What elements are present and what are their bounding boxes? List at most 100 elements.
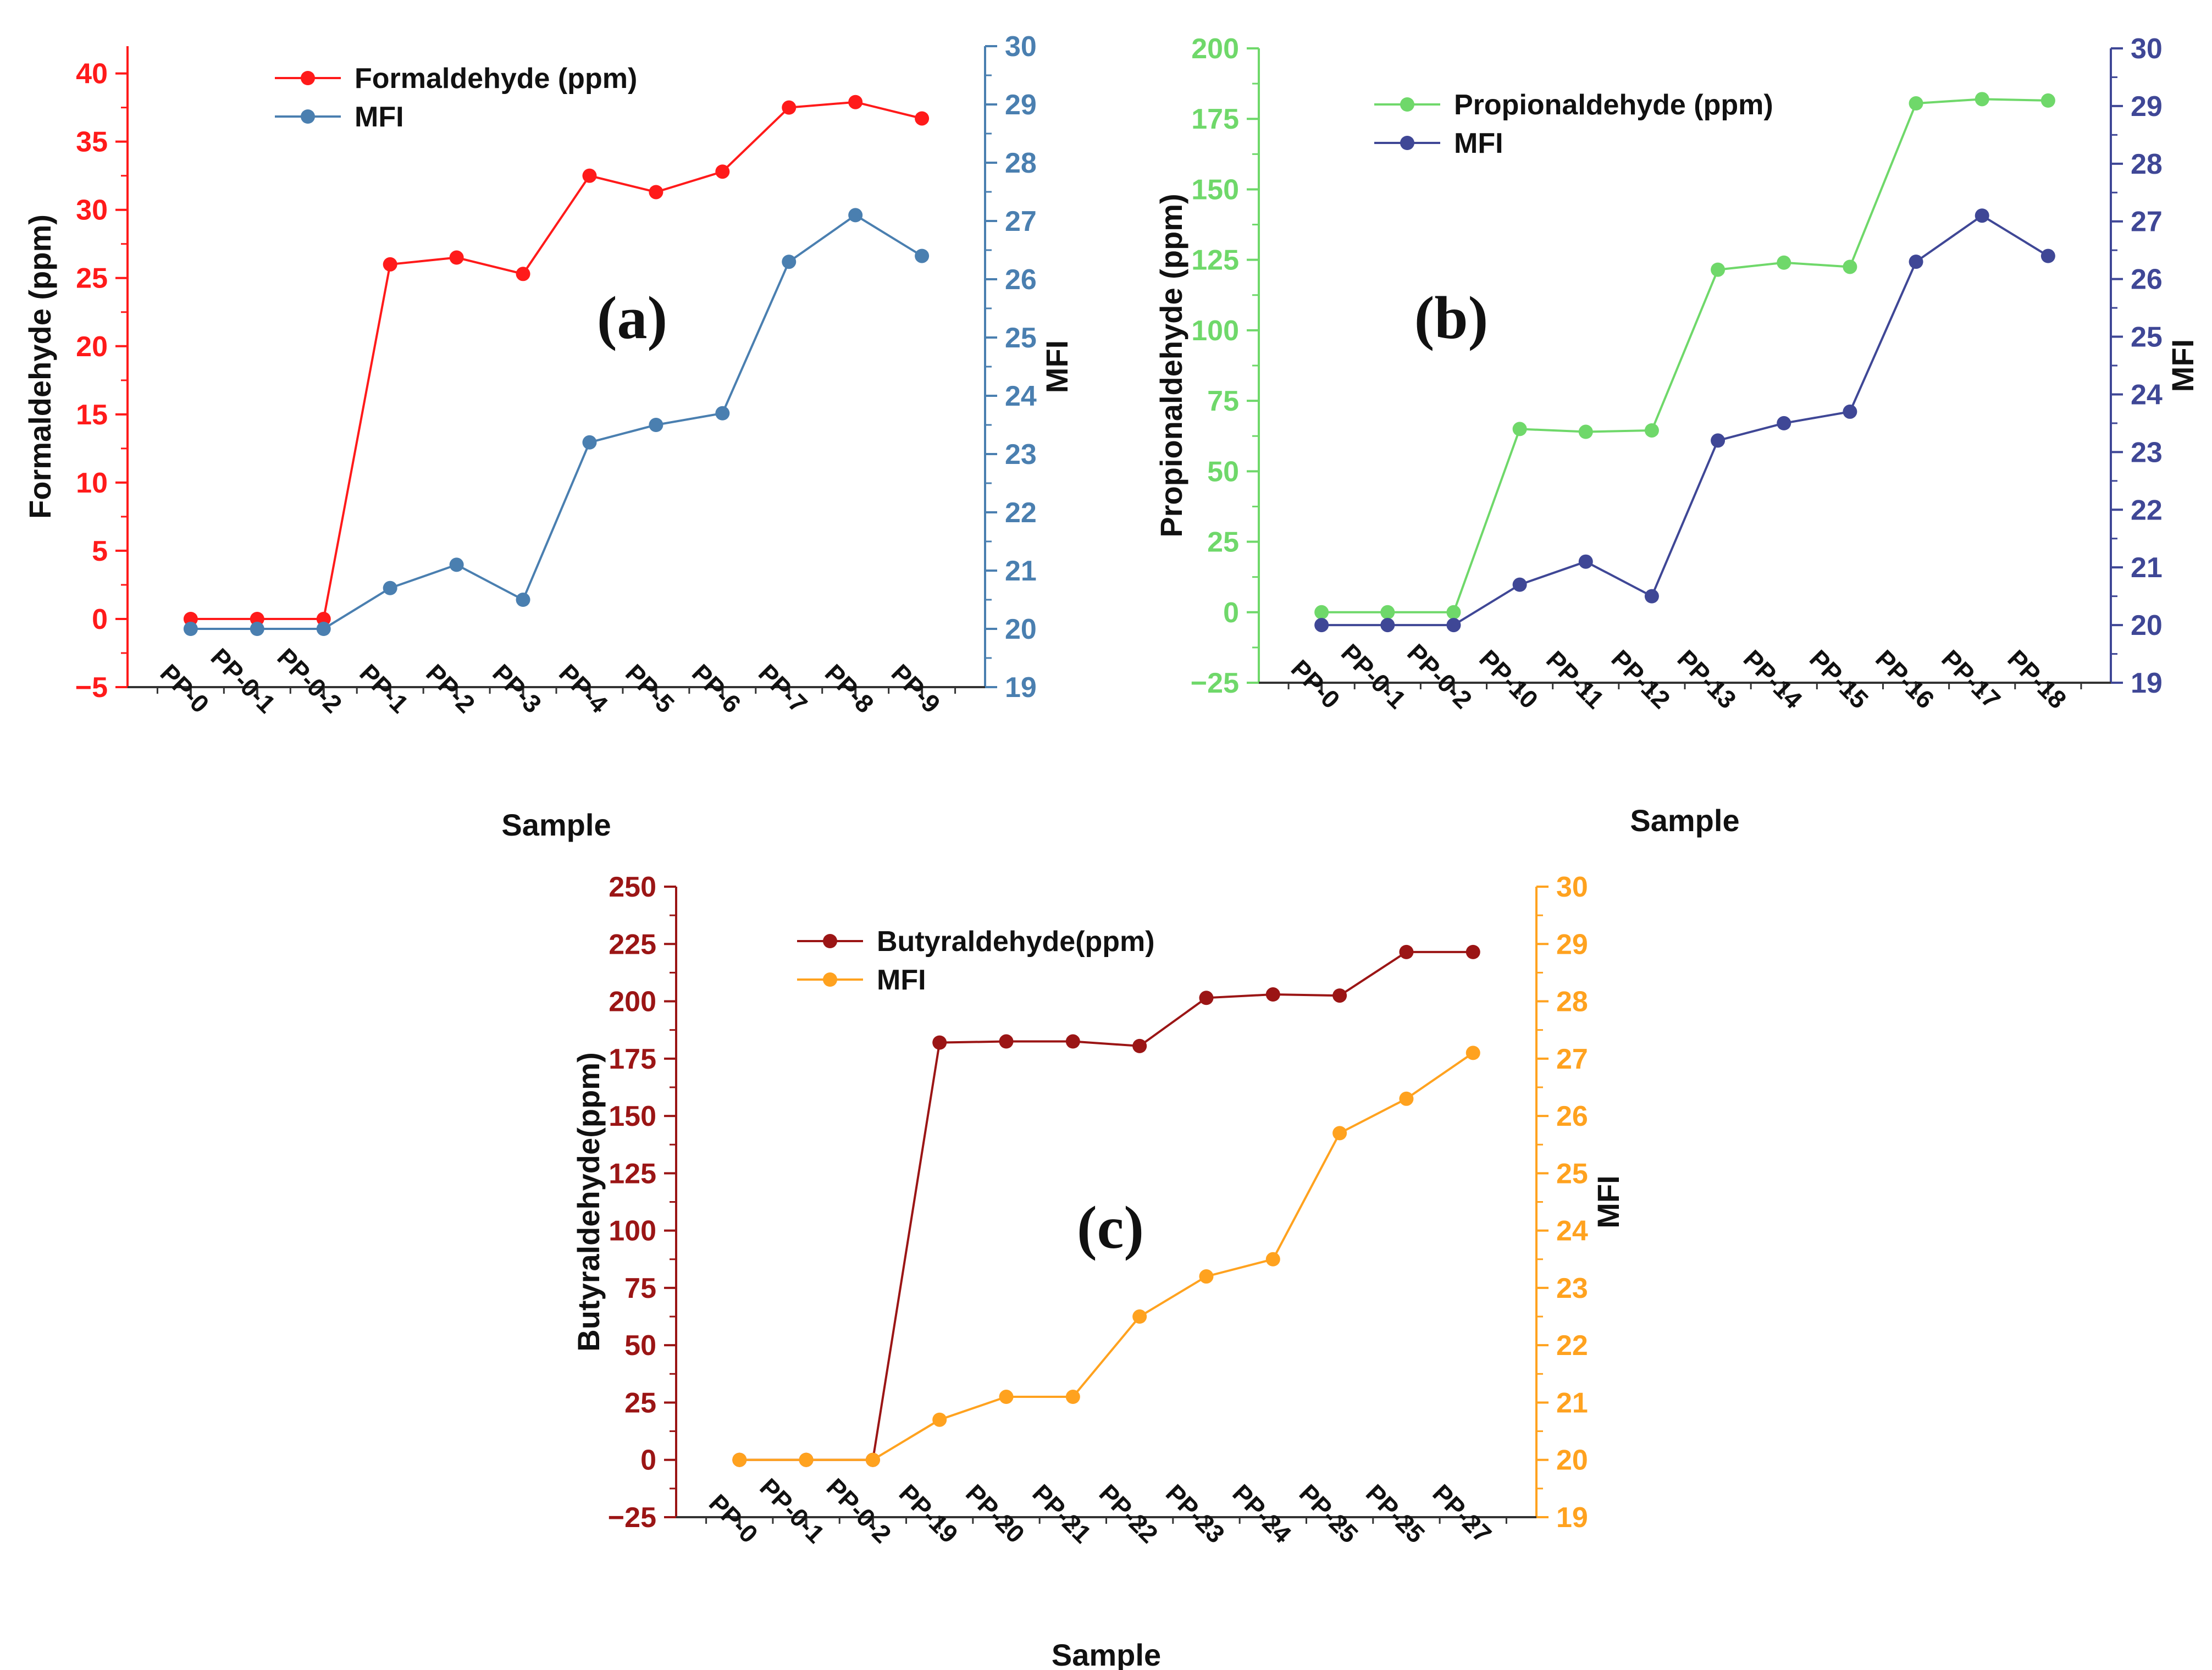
series-0-point [782, 100, 797, 115]
series-1-point [1512, 577, 1527, 592]
series-0-point [1578, 424, 1593, 439]
series-0-line [190, 101, 922, 620]
series-0-point [1975, 92, 1989, 107]
left-tick-label: 125 [609, 1158, 656, 1190]
left-tick-label: 20 [76, 331, 108, 363]
right-tick-label: 24 [2131, 379, 2163, 411]
right-tick-label: 19 [1556, 1502, 1588, 1534]
left-tick-label: 35 [76, 126, 108, 158]
panel-c-legend-mfi: MFI [877, 964, 926, 996]
x-tick-label: PP-17 [1936, 644, 2006, 714]
panel-b-ylabel: Propionaldehyde (ppm) [1154, 193, 1188, 537]
x-tick-label: PP-16 [1870, 644, 1940, 714]
panel-a-ylabel: Formaldehyde (ppm) [23, 214, 57, 519]
series-0-point [649, 185, 663, 200]
series-1-point [999, 1390, 1014, 1404]
left-tick-label: 40 [76, 58, 108, 90]
series-0-point [1332, 988, 1347, 1003]
panel-c-legend-butyraldehyde: Butyraldehyde(ppm) [877, 926, 1155, 958]
series-0-point [1843, 259, 1857, 274]
series-1-point [1777, 416, 1791, 430]
left-tick-label: 50 [624, 1330, 656, 1362]
left-tick-label: 100 [609, 1215, 656, 1247]
right-tick-label: 26 [2131, 264, 2163, 296]
x-tick-label: PP-0-2 [821, 1473, 897, 1549]
series-0-point [250, 611, 264, 626]
x-tick-label: PP-2 [421, 659, 480, 718]
series-0-point [2040, 93, 2055, 108]
series-0-point [1399, 944, 1414, 959]
left-tick-label: 50 [1207, 456, 1239, 488]
x-tick-label: PP-9 [886, 659, 946, 718]
x-tick-label: PP-14 [1738, 644, 1808, 714]
panel-c-chart: Butyraldehyde(ppm) MFI Sample (c) Butyra… [571, 871, 1625, 1670]
right-tick-label: 22 [1005, 497, 1037, 529]
panel-a-xlabel: Sample [501, 808, 611, 842]
series-0-point [715, 164, 730, 179]
left-tick-label: 0 [640, 1445, 656, 1477]
left-tick-label: 0 [92, 604, 108, 635]
panel-c-xlabel: Sample [1052, 1638, 1161, 1670]
right-tick-label: 24 [1005, 380, 1037, 412]
panel-b-y2label: MFI [2165, 339, 2200, 392]
panel-a-legend-formaldehyde: Formaldehyde (ppm) [355, 63, 637, 95]
series-1-point [1265, 1252, 1280, 1267]
panel-c-y2label: MFI [1591, 1175, 1625, 1228]
right-tick-label: 27 [2131, 206, 2163, 238]
series-0-line [1321, 98, 2048, 613]
left-tick-label: 30 [76, 195, 108, 226]
right-tick-label: 21 [2131, 552, 2163, 584]
left-tick-label: 225 [609, 928, 656, 960]
series-1-line [1321, 214, 2049, 627]
series-1-point [1578, 554, 1593, 569]
series-0-point [848, 95, 863, 109]
right-tick-label: 19 [2131, 667, 2163, 699]
series-0-point [183, 611, 198, 626]
x-tick-label: PP-3 [487, 659, 547, 718]
right-tick-label: 30 [1556, 871, 1588, 903]
x-tick-label: PP-12 [1606, 644, 1675, 714]
series-1-point [848, 208, 863, 223]
x-tick-label: PP-8 [820, 659, 880, 718]
x-tick-label: PP-24 [1227, 1479, 1297, 1549]
right-tick-label: 25 [1556, 1158, 1588, 1190]
x-tick-label: PP-0 [704, 1489, 764, 1549]
left-tick-label: 100 [1191, 315, 1239, 347]
right-tick-label: 28 [1556, 986, 1588, 1018]
series-1-point [1314, 618, 1329, 633]
series-0-point [449, 250, 464, 265]
series-1-point [1466, 1046, 1480, 1060]
panel-a-y2label: MFI [1039, 340, 1074, 393]
series-1-point [1399, 1091, 1414, 1106]
x-tick-label: PP-7 [753, 659, 813, 718]
series-0-point [1446, 605, 1461, 620]
right-tick-label: 28 [2131, 148, 2163, 180]
series-0-point [1265, 987, 1280, 1002]
x-tick-label: PP-27 [1427, 1479, 1497, 1549]
legend-1-swatch-marker [1400, 136, 1414, 150]
panel-c-label: (c) [1077, 1194, 1144, 1261]
right-tick-label: 20 [1005, 613, 1037, 645]
legend-1-swatch-marker [301, 109, 315, 124]
left-tick-label: 5 [92, 535, 108, 567]
x-tick-label: PP-11 [1541, 645, 1610, 714]
x-tick-label: PP-22 [1094, 1479, 1164, 1549]
right-tick-label: 25 [2131, 322, 2163, 353]
x-tick-label: PP-10 [1474, 644, 1544, 714]
x-tick-label: PP-25 [1361, 1479, 1430, 1549]
series-1-point [649, 418, 663, 432]
panel-c-ylabel: Butyraldehyde(ppm) [571, 1052, 606, 1352]
series-0-point [1909, 96, 1923, 111]
legend-0-swatch-marker [1400, 97, 1414, 112]
series-0-point [1466, 944, 1480, 959]
x-tick-label: PP-15 [1804, 644, 1874, 714]
x-tick-label: PP-0-1 [206, 643, 281, 718]
series-1-point [183, 622, 198, 636]
series-1-point [1380, 618, 1395, 633]
x-tick-label: PP-0 [154, 659, 214, 718]
x-tick-label: PP-19 [894, 1479, 964, 1549]
series-1-point [1975, 208, 1989, 223]
series-1-point [1644, 589, 1659, 604]
left-tick-label: −25 [608, 1502, 656, 1534]
